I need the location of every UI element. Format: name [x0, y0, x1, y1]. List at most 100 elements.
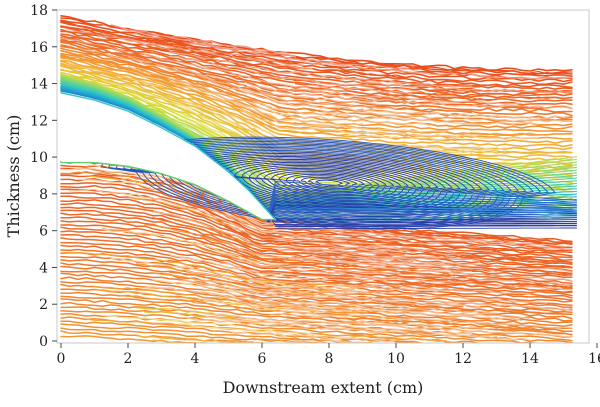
vortex-streamline — [274, 209, 578, 212]
vortex-streamline — [285, 173, 373, 192]
streamline — [177, 323, 313, 335]
streamline — [68, 188, 397, 247]
streamline — [219, 223, 573, 263]
vortex-streamline — [274, 223, 578, 225]
streamline — [144, 286, 531, 319]
streamline — [202, 299, 330, 313]
vortex-streamline — [274, 207, 578, 210]
streamline — [320, 338, 370, 343]
streamline — [219, 262, 405, 284]
streamline — [102, 33, 313, 70]
streamline — [353, 275, 573, 291]
x-axis: 0 2 4 6 8 10 12 14 16 — [57, 343, 600, 367]
streamline — [60, 15, 573, 72]
x-tick-label: 0 — [57, 351, 66, 367]
streamline — [169, 48, 230, 61]
streamline — [311, 84, 414, 94]
x-axis-label: Downstream extent (cm) — [223, 378, 424, 397]
streamline — [219, 109, 506, 151]
streamline — [269, 75, 565, 97]
streamline — [119, 68, 447, 133]
streamline — [169, 254, 364, 282]
y-tick-label: 6 — [39, 224, 48, 240]
streamline — [60, 234, 573, 289]
streamline — [278, 268, 347, 274]
streamline — [77, 46, 397, 111]
streamline — [102, 228, 288, 266]
streamline — [127, 36, 297, 66]
streamline — [336, 96, 531, 109]
streamline — [294, 258, 472, 273]
vortex-streamline — [256, 167, 402, 198]
streamline — [152, 210, 481, 262]
streamline — [253, 101, 539, 125]
streamline — [361, 227, 573, 244]
streamline — [169, 50, 472, 88]
streamline — [361, 284, 531, 295]
streamline — [77, 178, 280, 233]
vortex-streamline — [274, 214, 578, 217]
streamline — [60, 306, 573, 342]
x-tick-label: 6 — [258, 351, 267, 367]
streamline — [219, 252, 573, 287]
vortex-streamline — [274, 227, 578, 230]
streamline — [60, 313, 538, 343]
vortex-streamline — [274, 212, 578, 214]
streamline — [244, 331, 450, 343]
x-tick-label: 16 — [588, 351, 600, 367]
streamline — [110, 24, 288, 54]
streamline — [60, 25, 171, 49]
streamline — [336, 232, 573, 251]
streamline — [311, 56, 573, 75]
streamline — [328, 246, 389, 253]
streamline — [152, 37, 221, 52]
streamline — [102, 314, 238, 327]
y-tick-label: 14 — [30, 77, 48, 93]
y-axis-label: Thickness (cm) — [4, 115, 23, 238]
streamline — [60, 323, 391, 343]
streamline — [236, 274, 439, 293]
x-tick-label: 8 — [325, 351, 334, 367]
streamline — [119, 294, 422, 322]
streamline — [328, 271, 573, 289]
vortex-streamline — [274, 220, 578, 223]
body-cavity — [61, 92, 276, 220]
streamline — [202, 205, 481, 249]
x-tick-label: 12 — [454, 351, 472, 367]
upper-surface-streamline — [60, 92, 277, 221]
x-tick-label: 4 — [191, 351, 200, 367]
lower-surface-streamline — [60, 161, 277, 221]
streamline — [60, 206, 573, 269]
x-tick-label: 2 — [124, 351, 133, 367]
streamline — [353, 80, 573, 94]
vortex-streamline — [274, 218, 578, 221]
streamline — [60, 335, 203, 343]
streamline — [202, 314, 472, 335]
y-tick-label: 16 — [30, 40, 48, 56]
domain-end-mask — [576, 10, 589, 343]
streamline — [186, 270, 548, 304]
streamline — [202, 312, 573, 338]
streamline — [135, 335, 282, 343]
streamline — [361, 265, 573, 282]
streamline — [152, 217, 414, 262]
streamline — [320, 299, 573, 315]
vortex-streamline — [278, 172, 380, 194]
y-axis: 0 2 4 6 8 10 12 14 16 18 — [30, 3, 57, 350]
vortex-streamline — [241, 164, 417, 201]
streamline — [227, 330, 397, 343]
streamline — [177, 279, 481, 308]
streamline — [244, 81, 573, 110]
streamline — [60, 177, 573, 252]
streamline — [60, 251, 364, 288]
streamline — [236, 107, 539, 140]
streamline — [85, 164, 238, 210]
streamline — [60, 220, 573, 279]
streamline — [320, 316, 573, 333]
streamline — [336, 318, 489, 330]
vortex-streamline — [293, 175, 365, 191]
streamline — [60, 224, 573, 282]
y-tick-label: 4 — [39, 260, 48, 276]
streamline — [227, 244, 498, 273]
